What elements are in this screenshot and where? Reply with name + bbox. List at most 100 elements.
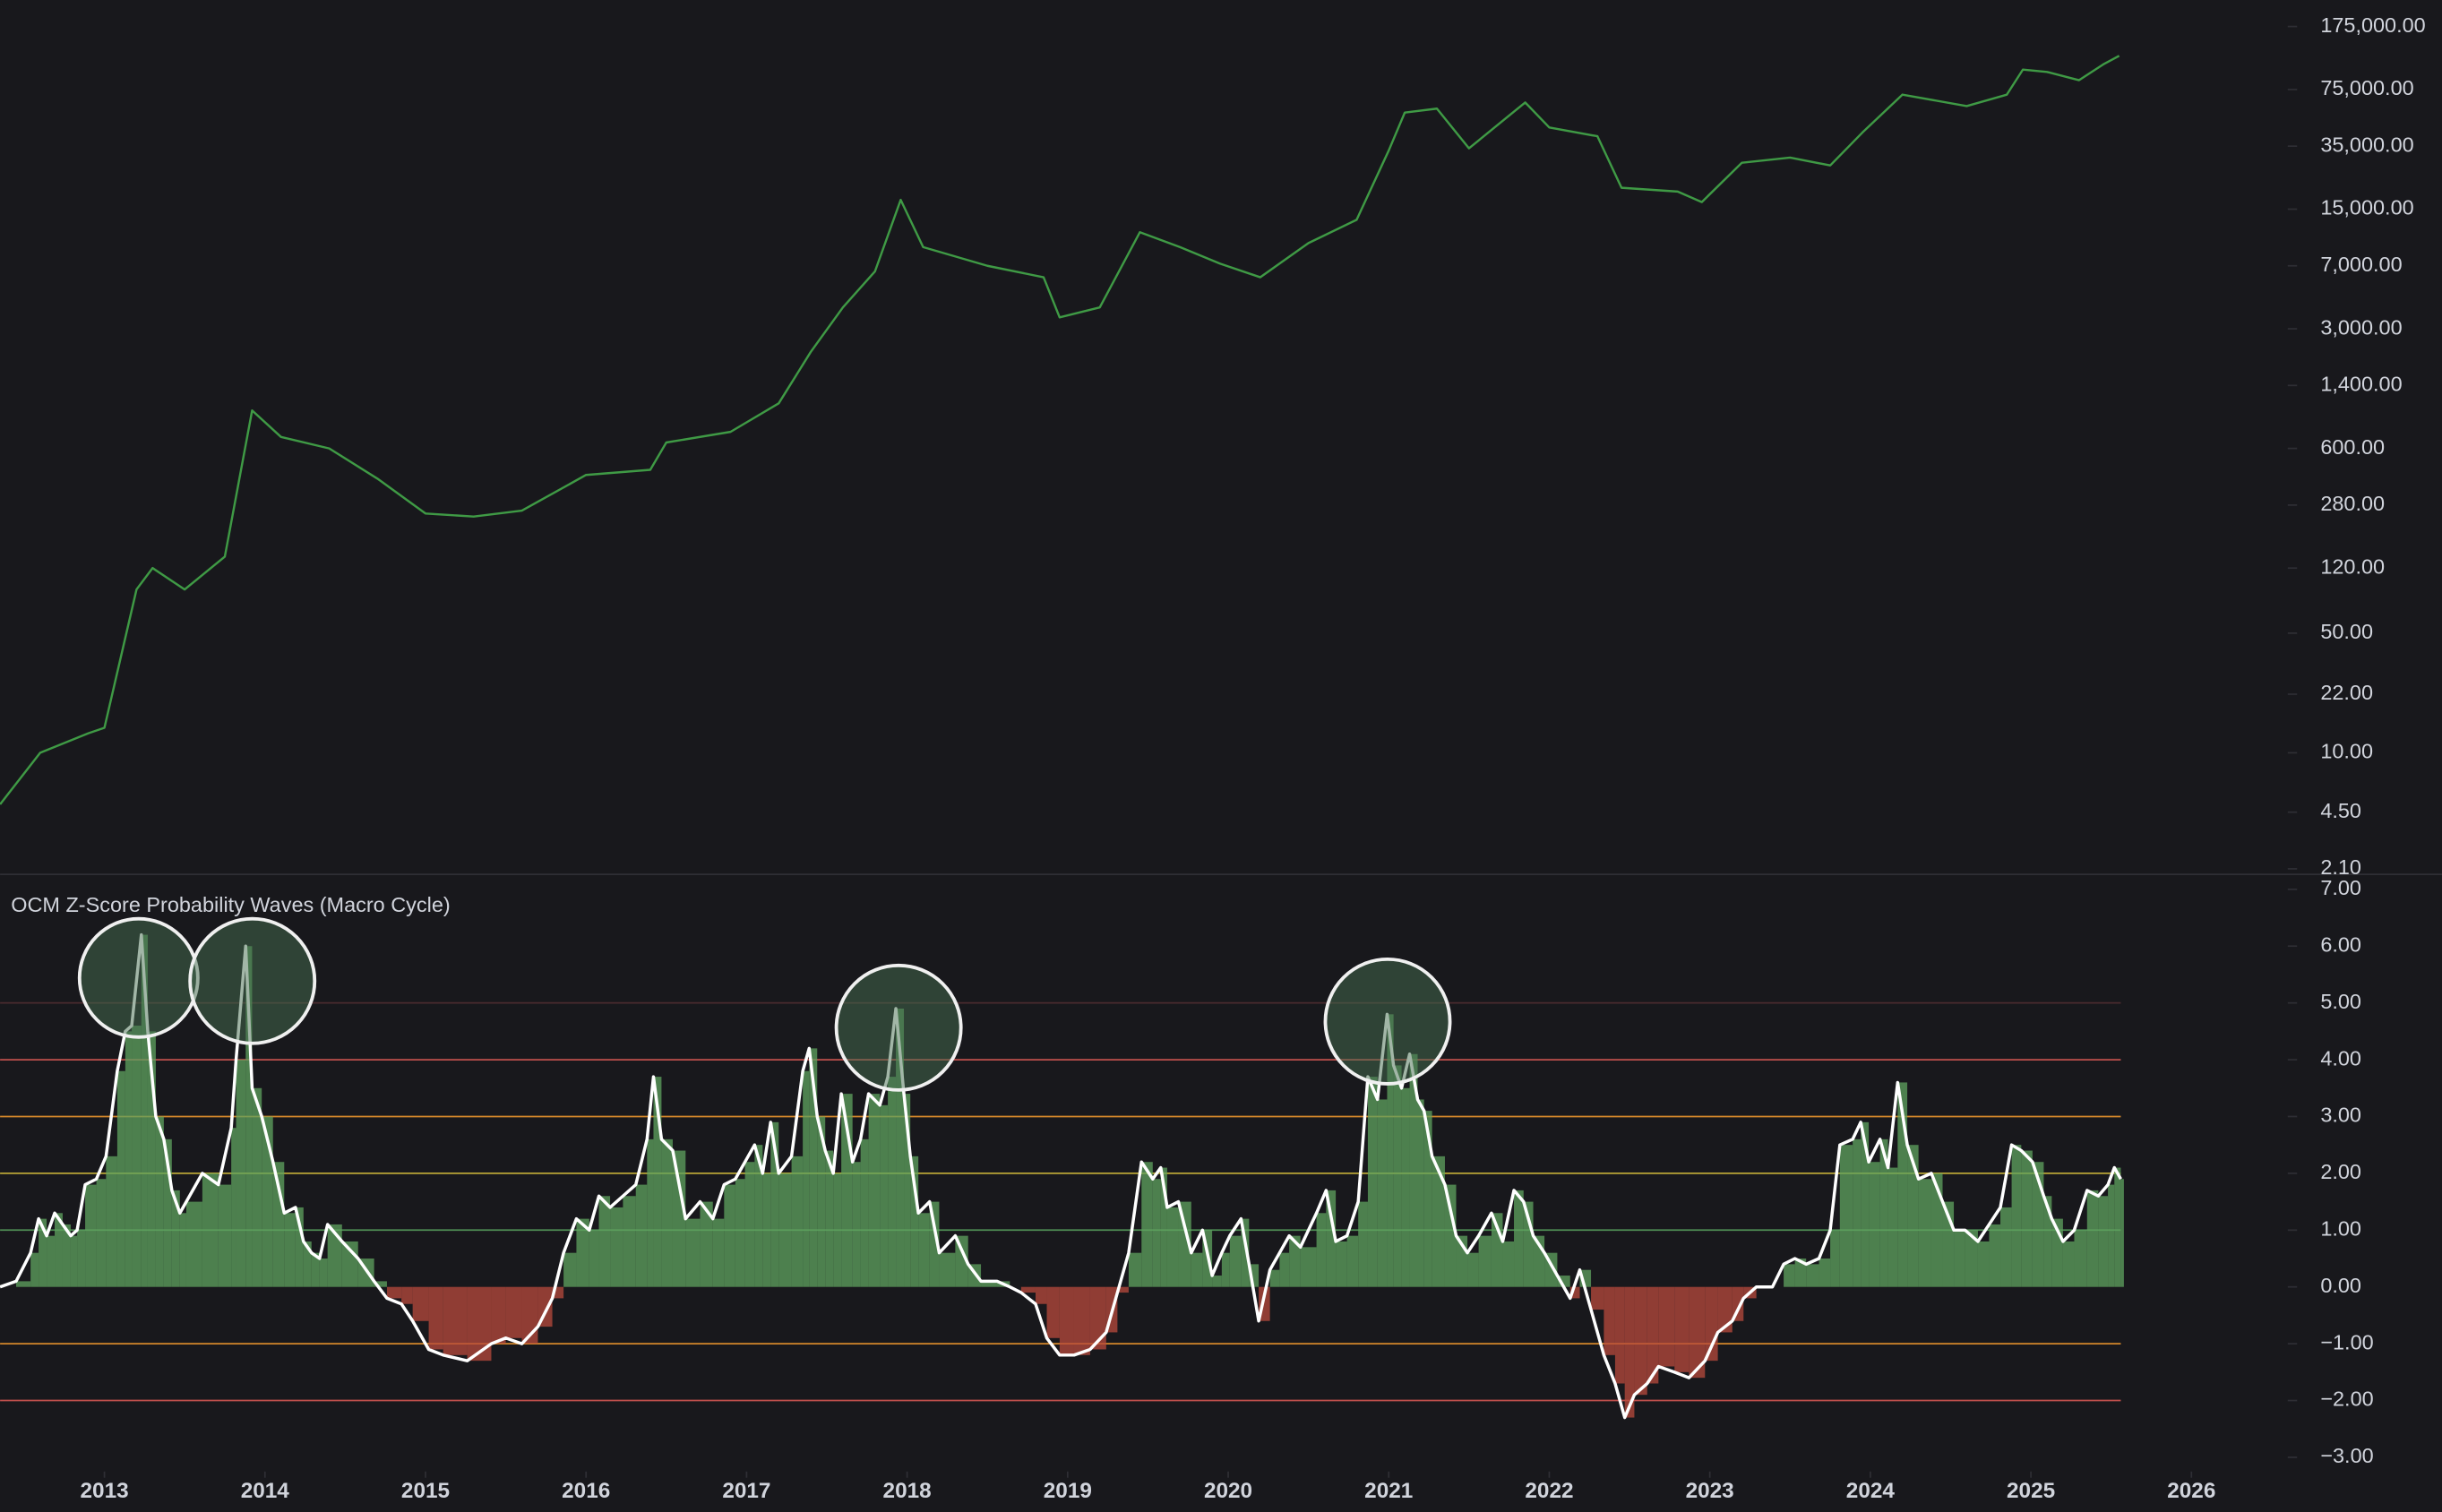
bar <box>1152 1179 1161 1287</box>
x-tick-label: 2023 <box>1686 1479 1734 1503</box>
x-tick-label: 2025 <box>2007 1479 2055 1503</box>
y-tick-label: 2.00 <box>2320 1160 2361 1183</box>
bar <box>179 1213 186 1287</box>
x-tick-label: 2016 <box>562 1479 610 1503</box>
bar <box>623 1196 636 1287</box>
bar <box>1191 1252 1203 1287</box>
bar <box>1591 1286 1604 1310</box>
bar <box>852 1162 861 1287</box>
x-tick-label: 2019 <box>1044 1479 1092 1503</box>
bar <box>2114 1167 2121 1287</box>
bar <box>295 1207 304 1287</box>
bar <box>77 1230 86 1287</box>
bar <box>647 1138 654 1287</box>
bar <box>770 1121 779 1287</box>
bar <box>1073 1286 1090 1355</box>
bar <box>1784 1264 1795 1287</box>
bar <box>327 1224 342 1287</box>
bar <box>1367 1077 1378 1287</box>
bar <box>1624 1286 1635 1418</box>
bar <box>1604 1286 1615 1355</box>
bar <box>1879 1138 1888 1287</box>
bar <box>62 1224 71 1287</box>
bar <box>141 934 148 1287</box>
y-tick-label: 22.00 <box>2320 681 2373 704</box>
bar <box>1089 1286 1106 1350</box>
bar <box>1212 1276 1222 1287</box>
bar <box>412 1286 429 1321</box>
bar <box>724 1184 735 1287</box>
bar <box>1819 1259 1831 1287</box>
bar <box>171 1190 180 1287</box>
bar <box>125 1031 133 1287</box>
bar <box>1020 1286 1036 1293</box>
bar <box>386 1286 402 1299</box>
bar <box>791 1155 804 1287</box>
y-tick-label: 50.00 <box>2320 620 2373 643</box>
bar <box>1326 1190 1337 1287</box>
bar <box>910 1155 919 1287</box>
bar <box>1393 1065 1402 1287</box>
bar <box>762 1173 771 1287</box>
bar <box>185 1201 202 1287</box>
x-tick-label: 2020 <box>1204 1479 1252 1503</box>
bar <box>1502 1241 1515 1287</box>
bar <box>401 1286 413 1304</box>
bar <box>1869 1162 1880 1287</box>
bar <box>1794 1259 1807 1287</box>
y-tick-label: 175,000.00 <box>2320 13 2425 37</box>
y-tick-label: 120.00 <box>2320 554 2385 578</box>
bar <box>55 1213 63 1287</box>
bar <box>904 1094 911 1287</box>
bar <box>2120 1179 2124 1287</box>
y-tick-label: 5.00 <box>2320 990 2361 1013</box>
bar <box>896 1009 905 1287</box>
x-tick-label: 2015 <box>401 1479 450 1503</box>
bar <box>163 1138 172 1287</box>
bar <box>672 1150 686 1287</box>
bar <box>245 946 253 1287</box>
bar <box>39 1218 47 1287</box>
y-tick-label: 35,000.00 <box>2320 133 2413 156</box>
bar <box>589 1230 599 1287</box>
bar <box>918 1213 930 1287</box>
peak-circle <box>188 916 317 1045</box>
bar <box>1336 1241 1347 1287</box>
bar <box>85 1184 97 1287</box>
peak-circle <box>834 963 963 1092</box>
bar <box>1674 1286 1690 1372</box>
layer: 175,000.00 75,000.00 35,000.00 15,000.00 7,0… <box>81 13 2426 1503</box>
bar <box>778 1173 792 1287</box>
bar <box>754 1145 763 1287</box>
bar <box>1141 1162 1153 1287</box>
x-tick-label: 2021 <box>1364 1479 1413 1503</box>
bar <box>47 1235 56 1287</box>
bar <box>1647 1286 1659 1384</box>
bar <box>1432 1155 1445 1287</box>
bar <box>598 1196 611 1287</box>
bar <box>1467 1252 1479 1287</box>
bar <box>1229 1235 1242 1287</box>
bar <box>1989 1224 2001 1287</box>
bar <box>491 1286 506 1344</box>
y-tick-label: 1,400.00 <box>2320 373 2402 396</box>
y-tick-label: 600.00 <box>2320 435 2385 459</box>
bar <box>1634 1286 1647 1396</box>
bar <box>2098 1196 2109 1287</box>
y-tick-label: 3,000.00 <box>2320 315 2402 339</box>
bar <box>929 1201 940 1287</box>
bar <box>505 1286 522 1338</box>
y-tick-label: 6.00 <box>2320 932 2361 956</box>
bar <box>303 1241 312 1287</box>
bar <box>809 1048 818 1287</box>
bar <box>2086 1190 2099 1287</box>
y-tick-label: 15,000.00 <box>2320 196 2413 219</box>
bar <box>1289 1235 1301 1287</box>
x-tick-label: 2024 <box>1846 1479 1896 1503</box>
bar <box>860 1138 869 1287</box>
bar <box>653 1077 662 1287</box>
bar <box>685 1218 701 1287</box>
bar <box>30 1252 39 1287</box>
bar <box>1689 1286 1706 1379</box>
